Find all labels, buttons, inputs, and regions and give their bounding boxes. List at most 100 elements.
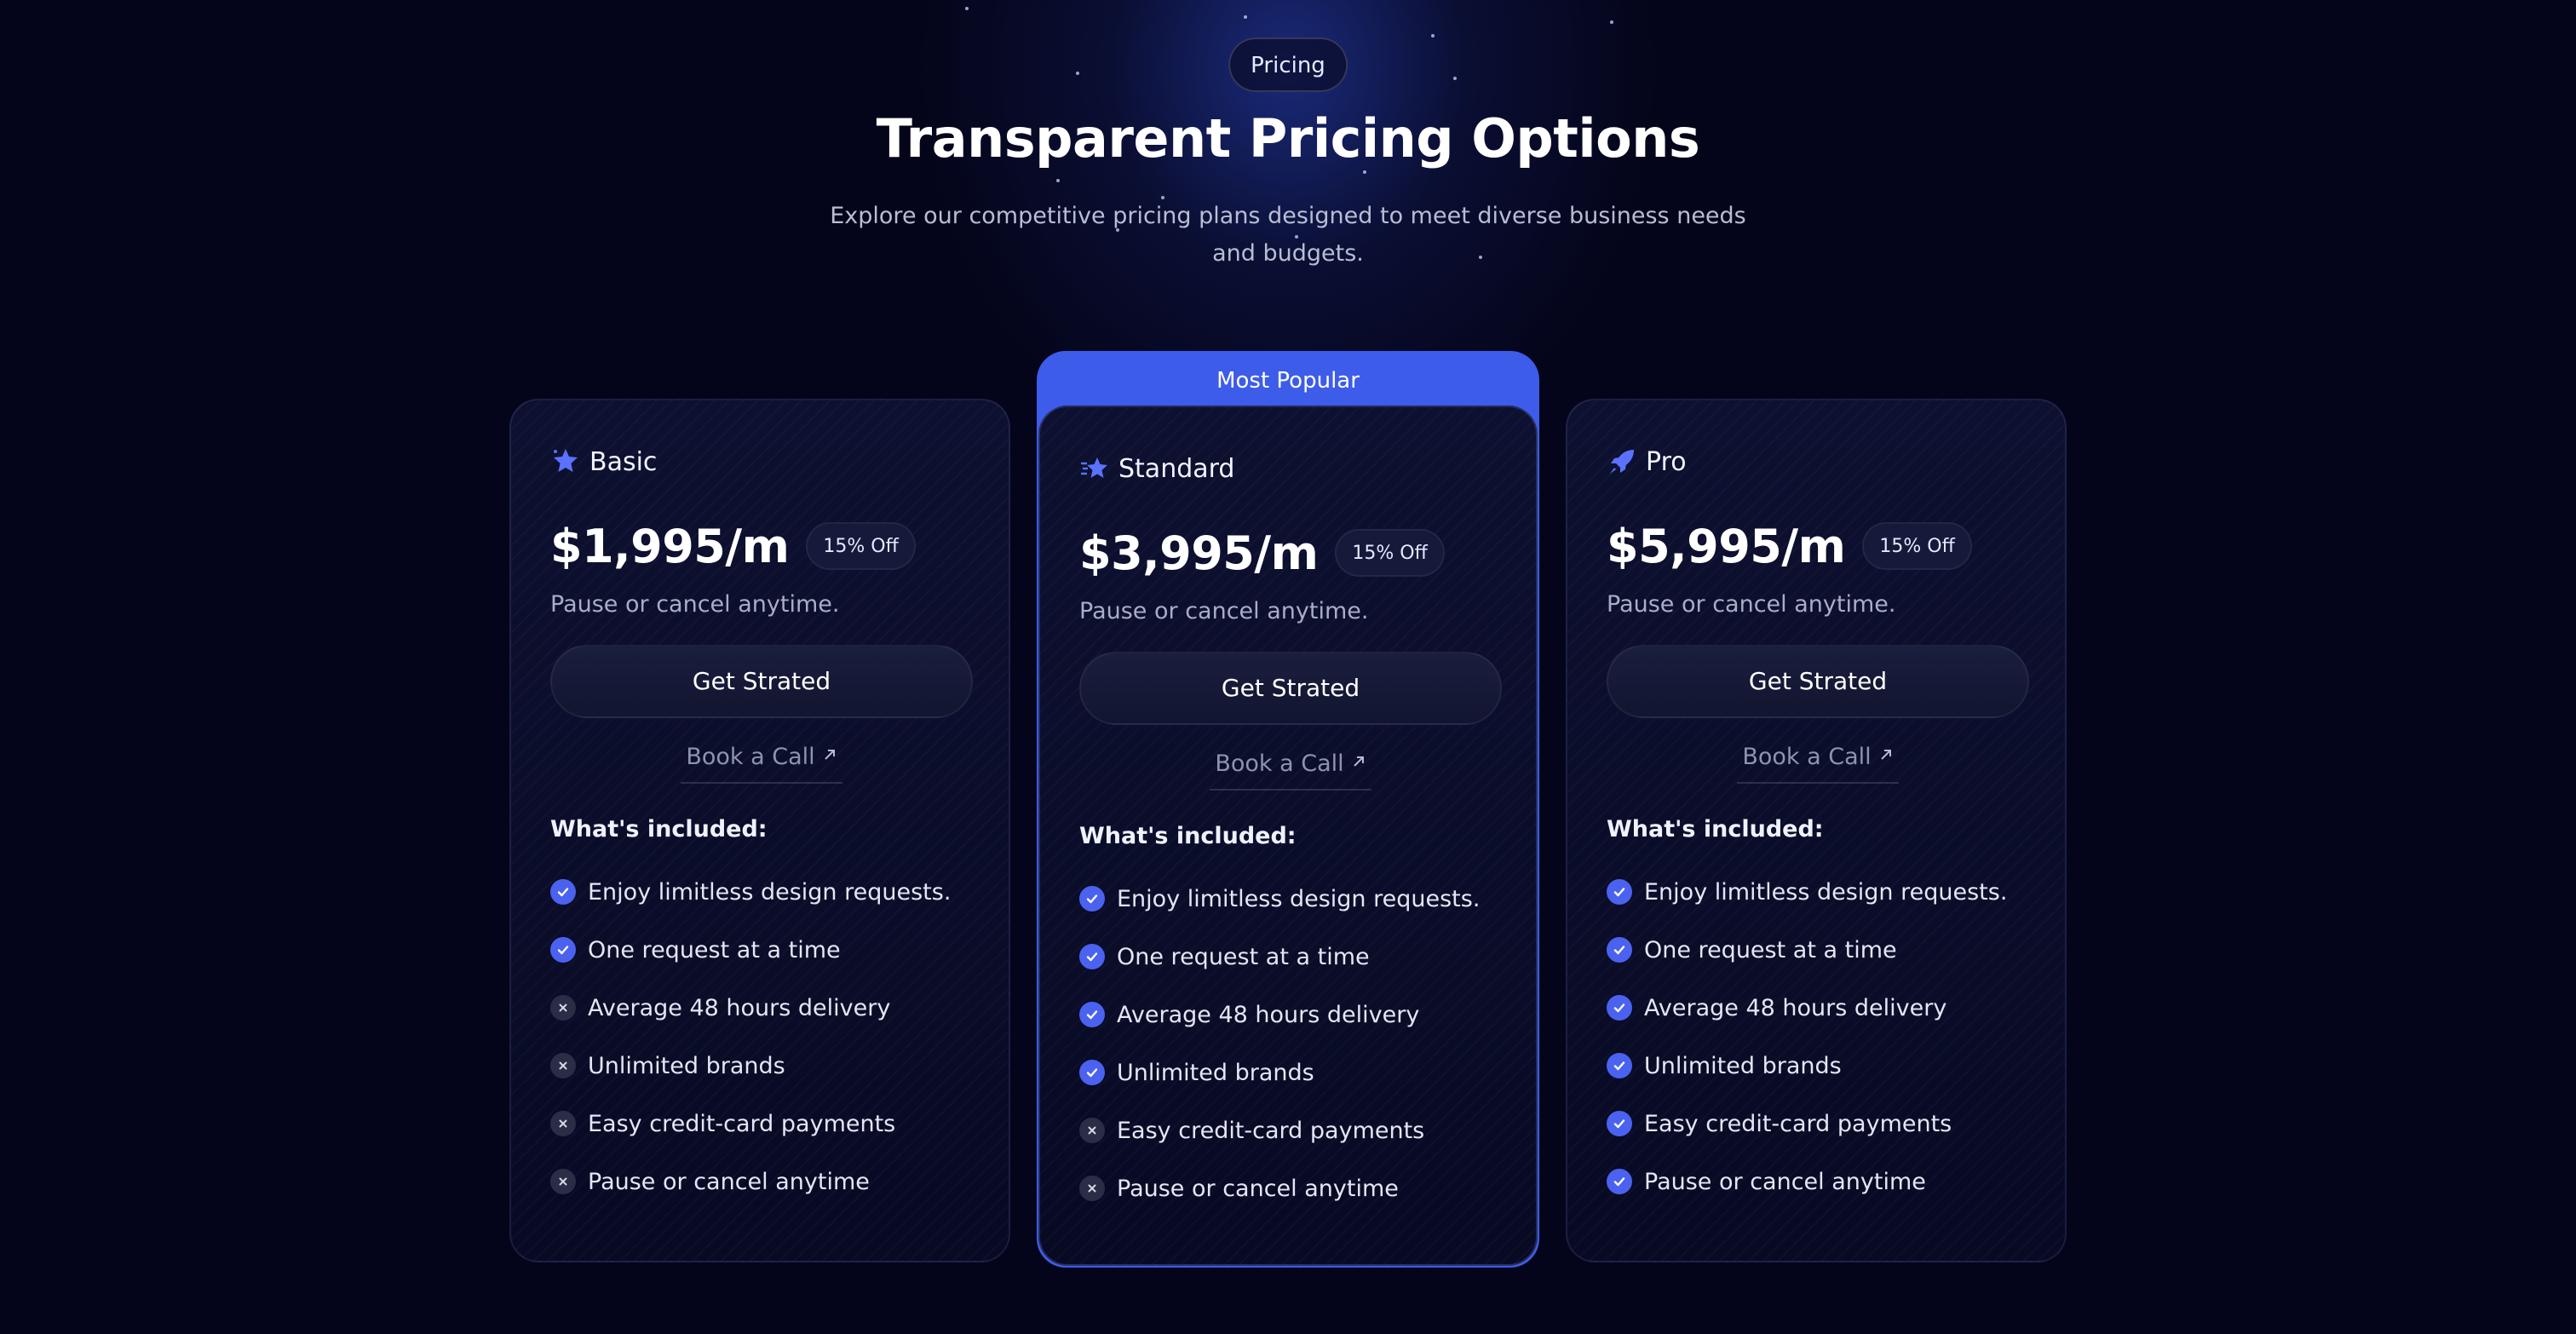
plan-note: Pause or cancel anytime. [1607, 591, 1896, 618]
feature-list: Enjoy limitless design requests. One requ… [1607, 863, 2029, 1210]
feature-label: Enjoy limitless design requests. [1117, 885, 1481, 912]
star-dot [1193, 128, 1196, 131]
x-circle-icon [550, 1111, 576, 1136]
book-a-call-link[interactable]: Book a Call [681, 742, 842, 784]
get-started-button[interactable]: Get Strated [1079, 652, 1502, 725]
feature-label: Enjoy limitless design requests. [588, 878, 952, 906]
feature-label: Pause or cancel anytime [1644, 1168, 1926, 1195]
feature-item: Enjoy limitless design requests. [1079, 870, 1502, 928]
x-circle-icon [550, 1169, 576, 1194]
arrow-up-right-icon [822, 742, 837, 768]
plan-card-standard: Standard $3,995/m 15% Off Pause or cance… [1038, 405, 1538, 1266]
star-dot [1056, 179, 1060, 182]
check-circle-icon [550, 937, 576, 963]
plan-header: Pro [1607, 445, 2029, 479]
feature-label: One request at a time [1644, 936, 1897, 963]
price-row: $5,995/m 15% Off [1607, 516, 2029, 576]
page-title: Transparent Pricing Options [876, 107, 1700, 170]
feature-item: One request at a time [550, 921, 973, 979]
feature-item: Average 48 hours delivery [1607, 979, 2029, 1037]
book-a-call-label: Book a Call [1215, 750, 1344, 777]
star-dot [988, 133, 992, 136]
x-circle-icon [1079, 1176, 1105, 1201]
arrow-up-right-icon [1878, 742, 1894, 768]
plan-price: $5,995/m [1607, 519, 1846, 573]
get-started-button[interactable]: Get Strated [550, 645, 973, 718]
check-circle-icon [1607, 1111, 1632, 1136]
feature-item: Pause or cancel anytime [550, 1153, 973, 1210]
star-dot [1431, 34, 1435, 37]
feature-label: Average 48 hours delivery [588, 994, 891, 1021]
plan-note: Pause or cancel anytime. [550, 591, 840, 618]
feature-label: Average 48 hours delivery [1644, 994, 1947, 1021]
feature-item: Pause or cancel anytime [1607, 1153, 2029, 1210]
book-a-call-label: Book a Call [1742, 744, 1872, 770]
book-a-call-link[interactable]: Book a Call [1210, 749, 1371, 791]
book-a-call-link[interactable]: Book a Call [1737, 742, 1899, 784]
check-circle-icon [1079, 886, 1105, 911]
included-title: What's included: [1079, 823, 1297, 849]
feature-label: Pause or cancel anytime [1117, 1175, 1399, 1202]
check-circle-icon [550, 879, 576, 905]
star-dot [1244, 15, 1247, 19]
plan-name: Basic [589, 446, 658, 477]
plan-card-basic: Basic $1,995/m 15% Off Pause or cancel a… [509, 399, 1010, 1262]
feature-list: Enjoy limitless design requests. One requ… [1079, 870, 1502, 1217]
feature-item: Enjoy limitless design requests. [550, 863, 973, 921]
feature-label: Easy credit-card payments [1644, 1110, 1952, 1137]
feature-item: Easy credit-card payments [550, 1095, 973, 1153]
feature-label: Average 48 hours delivery [1117, 1001, 1420, 1028]
discount-badge: 15% Off [1862, 522, 1972, 570]
plan-price: $3,995/m [1079, 526, 1319, 580]
arrow-up-right-icon [1351, 749, 1366, 775]
rocket-icon [1607, 446, 1637, 477]
plan-card-content: Basic $1,995/m 15% Off Pause or cancel a… [550, 445, 973, 1210]
feature-item: Average 48 hours delivery [1079, 986, 1502, 1044]
star-dot [1295, 235, 1298, 239]
feature-item: Unlimited brands [1079, 1044, 1502, 1101]
section-badge: Pricing [1228, 37, 1348, 92]
feature-item: One request at a time [1607, 921, 2029, 979]
feature-label: Unlimited brands [1117, 1059, 1314, 1086]
most-popular-frame: Most Popular Standard $3,995/m 15% Off P… [1037, 351, 1539, 1268]
plan-name: Standard [1118, 453, 1235, 484]
feature-label: Pause or cancel anytime [588, 1168, 870, 1195]
get-started-button[interactable]: Get Strated [1607, 645, 2029, 718]
check-circle-icon [1607, 879, 1632, 905]
discount-badge: 15% Off [1335, 529, 1445, 577]
feature-label: Unlimited brands [588, 1052, 785, 1079]
price-row: $3,995/m 15% Off [1079, 523, 1502, 583]
star-dot [1161, 196, 1164, 199]
feature-item: Unlimited brands [550, 1037, 973, 1095]
feature-item: One request at a time [1079, 928, 1502, 986]
feature-label: One request at a time [588, 936, 841, 963]
star-dot [965, 7, 969, 10]
feature-item: Pause or cancel anytime [1079, 1159, 1502, 1217]
plan-header: Basic [550, 445, 973, 479]
star-dot [1610, 20, 1613, 24]
feature-item: Easy credit-card payments [1607, 1095, 2029, 1153]
star-badge-icon [550, 446, 581, 477]
feature-label: Easy credit-card payments [588, 1110, 896, 1137]
check-circle-icon [1607, 1169, 1632, 1194]
feature-item: Unlimited brands [1607, 1037, 2029, 1095]
feature-item: Easy credit-card payments [1079, 1101, 1502, 1159]
price-row: $1,995/m 15% Off [550, 516, 973, 576]
star-dot [1363, 170, 1366, 174]
star-dot [1479, 256, 1482, 259]
feature-label: Unlimited brands [1644, 1052, 1842, 1079]
check-circle-icon [1607, 937, 1632, 963]
star-dot [1076, 72, 1079, 75]
plan-price: $1,995/m [550, 519, 790, 573]
feature-list: Enjoy limitless design requests. One requ… [550, 863, 973, 1210]
check-circle-icon [1079, 944, 1105, 969]
star-dot [1533, 128, 1537, 131]
star-dot [1116, 228, 1119, 232]
x-circle-icon [550, 1053, 576, 1078]
check-circle-icon [1607, 1053, 1632, 1078]
included-title: What's included: [550, 816, 768, 842]
feature-item: Average 48 hours delivery [550, 979, 973, 1037]
plan-note: Pause or cancel anytime. [1079, 598, 1369, 624]
feature-label: Enjoy limitless design requests. [1644, 878, 2008, 906]
plan-card-pro: Pro $5,995/m 15% Off Pause or cancel any… [1566, 399, 2067, 1262]
